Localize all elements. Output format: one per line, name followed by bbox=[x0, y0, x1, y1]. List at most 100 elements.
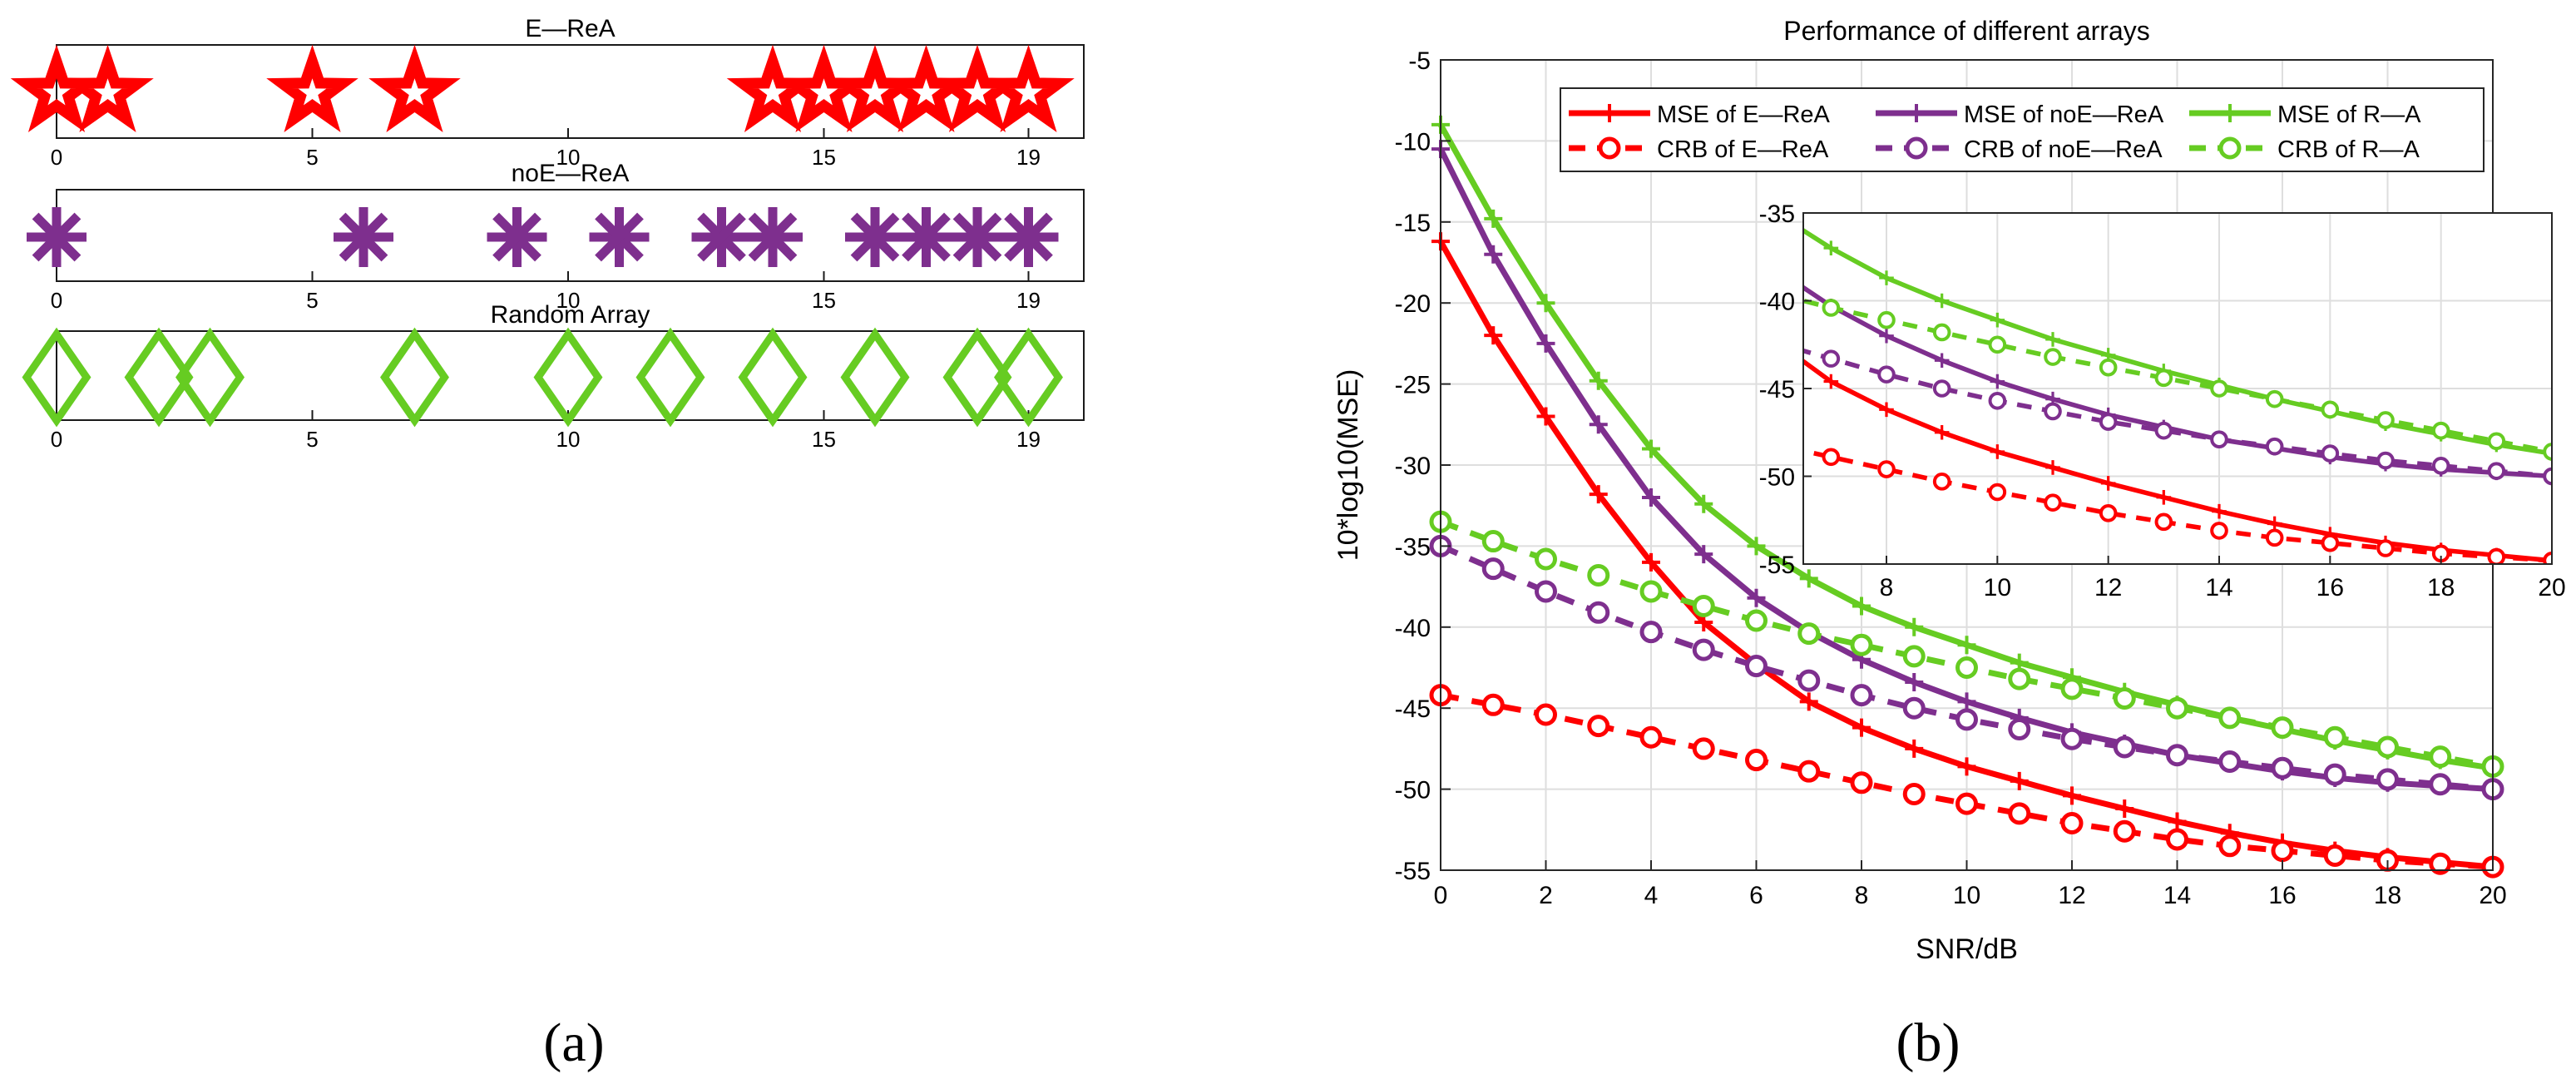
series-line bbox=[1440, 692, 2494, 870]
data-point bbox=[1955, 656, 1978, 679]
data-point bbox=[2376, 451, 2395, 470]
data-point bbox=[1822, 448, 1841, 467]
series-4 bbox=[1803, 348, 2552, 486]
data-point bbox=[1932, 473, 1951, 491]
data-point bbox=[1822, 349, 1841, 368]
data-point bbox=[2044, 493, 2062, 512]
y-tick-label: -15 bbox=[1395, 210, 1431, 237]
x-tick-label: 0 bbox=[51, 288, 62, 313]
data-point bbox=[2044, 348, 2062, 366]
data-point bbox=[2429, 745, 2452, 769]
y-tick-label: -55 bbox=[1395, 858, 1431, 885]
inset-x-tick-label: 12 bbox=[2094, 574, 2122, 601]
y-tick-label: -45 bbox=[1395, 695, 1431, 723]
data-point bbox=[1589, 371, 1608, 390]
sensor-marker bbox=[62, 44, 154, 132]
data-point bbox=[1694, 494, 1713, 513]
data-point bbox=[1587, 715, 1610, 738]
array-plot-2: noE—ReA 0 5 10 15 19 bbox=[27, 160, 1085, 313]
data-point bbox=[2321, 400, 2340, 419]
data-point bbox=[1536, 334, 1555, 353]
data-point bbox=[1745, 655, 1768, 678]
data-point bbox=[2045, 332, 2060, 347]
sensor-marker bbox=[380, 327, 449, 428]
data-point bbox=[2008, 802, 2031, 825]
legend-marker bbox=[1598, 136, 1621, 160]
legend-label: MSE of R—A bbox=[2277, 101, 2421, 128]
series-4 bbox=[1429, 534, 2504, 801]
legend-label: CRB of noE—ReA bbox=[1964, 136, 2163, 163]
data-point bbox=[1932, 379, 1951, 398]
data-point bbox=[1877, 310, 1896, 329]
data-point bbox=[2376, 411, 2395, 429]
inset-y-tick-label: -50 bbox=[1759, 464, 1795, 492]
data-point bbox=[1642, 439, 1660, 458]
data-point bbox=[2099, 413, 2118, 431]
data-point bbox=[1587, 563, 1610, 587]
inset-plot: 8 10 12 14 16 18 20 -35 -40 -45 -50 -55 bbox=[1759, 200, 2566, 601]
data-point bbox=[1850, 771, 1873, 794]
sensor-marker bbox=[368, 44, 461, 132]
data-point bbox=[1642, 488, 1660, 507]
sensor-marker bbox=[266, 44, 358, 132]
inset-x-tick-label: 14 bbox=[2205, 574, 2232, 601]
legend-marker bbox=[1907, 104, 1926, 122]
inset-y-tick-label: -35 bbox=[1759, 200, 1795, 228]
data-point bbox=[2429, 773, 2452, 796]
data-point bbox=[1639, 580, 1663, 603]
x-tick-label: 15 bbox=[812, 288, 836, 313]
data-point bbox=[2487, 432, 2506, 451]
data-point bbox=[1879, 402, 1894, 418]
data-point bbox=[1589, 485, 1608, 504]
x-tick-label: 14 bbox=[2163, 882, 2191, 909]
data-point bbox=[2323, 763, 2346, 786]
data-point bbox=[2115, 799, 2134, 818]
data-point bbox=[1852, 718, 1871, 737]
data-point bbox=[2210, 379, 2228, 398]
data-point bbox=[2376, 768, 2399, 791]
sensor-marker bbox=[635, 327, 705, 428]
inset-y-tick-label: -40 bbox=[1759, 289, 1795, 316]
data-point bbox=[2210, 522, 2228, 540]
data-point bbox=[1877, 460, 1896, 478]
x-tick-label: 10 bbox=[1953, 882, 1980, 909]
y-tick-label: -35 bbox=[1395, 533, 1431, 561]
x-tick-label: 10 bbox=[556, 427, 581, 452]
legend-marker bbox=[2218, 136, 2242, 160]
data-point bbox=[2045, 460, 2060, 475]
data-point bbox=[1535, 580, 1557, 603]
inset-x-tick-label: 18 bbox=[2427, 574, 2455, 601]
data-point bbox=[2431, 421, 2450, 440]
sensor-marker bbox=[738, 327, 808, 428]
data-point bbox=[2321, 533, 2340, 552]
x-tick-label: 5 bbox=[306, 288, 318, 313]
data-point bbox=[2154, 421, 2173, 440]
data-point bbox=[1957, 636, 1976, 655]
data-point bbox=[1879, 270, 1894, 285]
x-tick-label: 4 bbox=[1644, 882, 1659, 909]
data-point bbox=[1692, 594, 1715, 617]
data-point bbox=[2323, 725, 2346, 749]
data-point bbox=[1797, 622, 1821, 646]
data-point bbox=[1747, 537, 1766, 556]
legend-entry: MSE of R—A bbox=[2189, 101, 2421, 128]
data-point bbox=[2267, 516, 2282, 532]
sensor-marker bbox=[947, 207, 1007, 267]
sensor-marker bbox=[743, 207, 803, 267]
plot-title: Random Array bbox=[491, 301, 650, 329]
data-point bbox=[1481, 530, 1505, 553]
data-point bbox=[2218, 834, 2242, 858]
data-point bbox=[1823, 240, 1839, 255]
data-point bbox=[2008, 718, 2031, 741]
data-point bbox=[1879, 328, 1894, 344]
legend-marker bbox=[2221, 104, 2239, 122]
data-point bbox=[2166, 828, 2188, 851]
data-point bbox=[1797, 760, 1821, 783]
data-point bbox=[1990, 312, 2005, 328]
data-point bbox=[1745, 609, 1768, 632]
data-point bbox=[1850, 684, 1873, 707]
data-point bbox=[1536, 407, 1555, 426]
data-point bbox=[2323, 844, 2346, 867]
inset-x-tick-label: 10 bbox=[1984, 574, 2011, 601]
data-point bbox=[1905, 673, 1924, 692]
